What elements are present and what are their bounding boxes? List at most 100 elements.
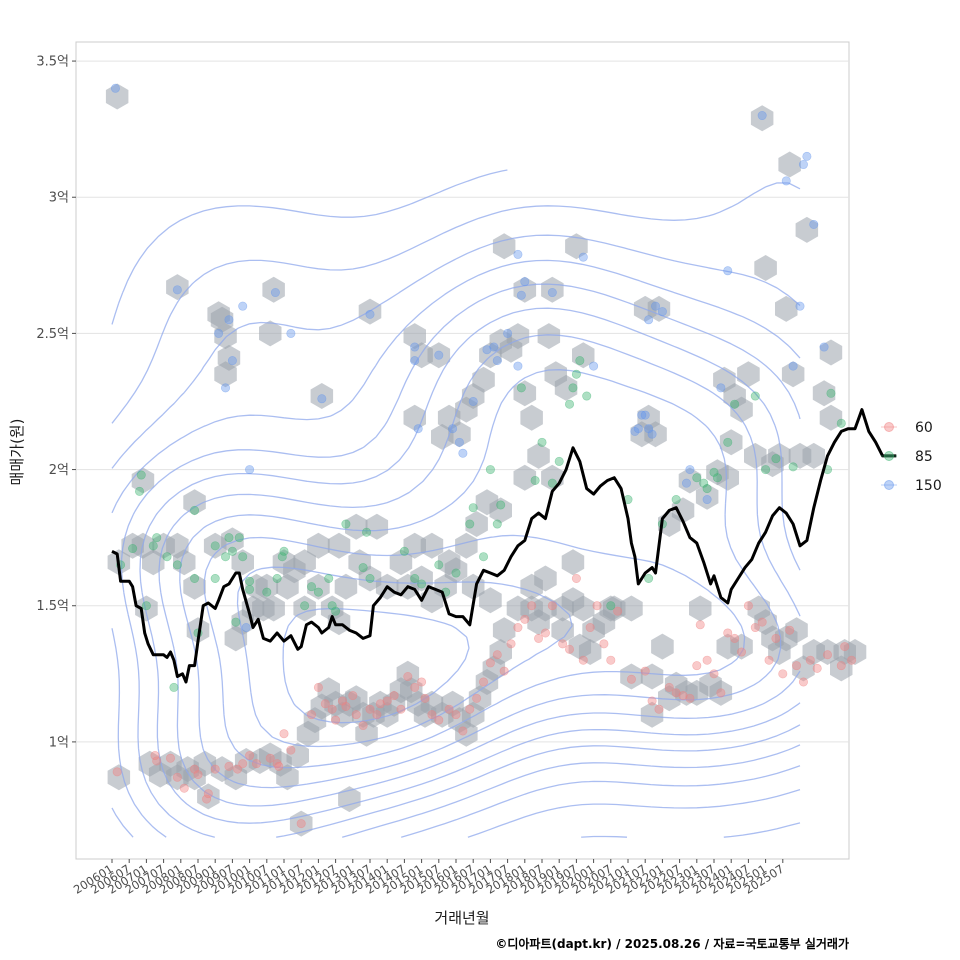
data-point-60 (458, 726, 468, 736)
data-point-85 (761, 465, 771, 475)
hexbin-cell (479, 587, 502, 614)
data-point-60 (251, 759, 261, 769)
hexbin-cell (410, 565, 433, 592)
data-point-60 (506, 639, 516, 649)
hexbin-cell (492, 233, 516, 260)
density-contour (282, 607, 470, 724)
data-point-60 (547, 601, 557, 611)
data-point-150 (633, 424, 643, 434)
y-tick-label: 2억 (49, 463, 69, 478)
data-point-85 (451, 568, 461, 578)
x-axis-ticks: 2006012006072007012007072008012008072009… (71, 859, 786, 897)
data-point-150 (410, 356, 420, 366)
data-point-60 (671, 688, 681, 698)
data-point-85 (606, 601, 616, 611)
data-point-60 (327, 704, 337, 714)
hexbin-cell (781, 361, 805, 388)
data-point-150 (795, 301, 805, 311)
data-point-85 (327, 601, 337, 611)
hexbin-cell (307, 573, 330, 600)
data-point-60 (444, 704, 454, 714)
data-point-85 (221, 552, 231, 562)
hexbin-cell (795, 216, 819, 243)
data-point-150 (757, 111, 767, 121)
data-point-85 (788, 462, 798, 472)
legend-label-150: 150 (915, 478, 942, 494)
hexbin-cell (448, 421, 471, 448)
data-point-60 (743, 601, 753, 611)
data-point-60 (812, 663, 822, 673)
hexbin-cell (730, 633, 753, 660)
data-point-150 (798, 160, 808, 170)
data-point-60 (492, 650, 502, 660)
data-point-60 (534, 633, 544, 643)
data-point-150 (716, 383, 726, 393)
data-point-85 (530, 475, 540, 485)
data-point-150 (410, 342, 420, 352)
data-point-85 (238, 552, 248, 562)
hexbin-cell (640, 701, 664, 728)
data-point-150 (492, 356, 502, 366)
data-point-85 (836, 418, 846, 428)
hexbin-cell (455, 532, 478, 559)
data-point-85 (136, 470, 146, 480)
hexbin-cell (843, 639, 867, 665)
data-point-150 (245, 465, 255, 475)
hexbin-cell (121, 532, 144, 559)
legend: 60 85 150 (881, 420, 942, 494)
data-point-150 (413, 424, 423, 434)
y-tick-label: 1.5억 (36, 599, 69, 614)
data-point-85 (362, 527, 372, 537)
hexbin-cell (475, 489, 499, 516)
data-point-85 (190, 573, 200, 583)
data-point-85 (234, 533, 244, 543)
data-point-85 (277, 552, 287, 562)
density-contour (111, 169, 801, 838)
hexbin-cell (183, 489, 206, 516)
data-point-60 (348, 691, 358, 701)
data-point-60 (238, 759, 248, 769)
data-point-60 (540, 628, 550, 638)
data-point-85 (128, 544, 138, 554)
hexbin-cell (431, 423, 454, 450)
data-point-150 (172, 285, 182, 295)
hexbin-cell (527, 442, 550, 469)
data-point-60 (465, 704, 475, 714)
hexbin-cell (620, 663, 643, 690)
data-point-150 (110, 83, 120, 93)
data-point-85 (568, 383, 578, 393)
hexbin-cell (775, 295, 798, 322)
hexbin-cell (778, 151, 801, 178)
data-point-150 (640, 410, 650, 420)
data-point-85 (434, 560, 444, 570)
data-point-85 (135, 486, 145, 496)
data-point-85 (709, 467, 719, 477)
hexbin-cell (537, 323, 561, 350)
data-point-85 (468, 503, 478, 513)
data-point-60 (695, 620, 705, 630)
data-point-60 (331, 715, 341, 725)
x-axis-title: 거래년월 (434, 909, 489, 927)
data-point-85 (341, 519, 351, 529)
hexbin-cell (513, 276, 537, 303)
data-point-60 (716, 688, 726, 698)
hexbin-cell (513, 380, 537, 407)
data-point-85 (279, 546, 289, 556)
hexbin-cell (554, 374, 578, 401)
data-point-85 (227, 546, 237, 556)
hexbin-cell (527, 609, 550, 636)
hexbin-cell (644, 421, 667, 448)
data-point-85 (547, 478, 557, 488)
data-point-150 (547, 288, 557, 298)
data-point-60 (202, 794, 212, 804)
data-point-60 (599, 639, 609, 649)
data-point-150 (802, 151, 812, 161)
data-point-150 (238, 301, 248, 311)
data-point-150 (578, 252, 588, 262)
data-point-85 (492, 519, 502, 529)
data-point-85 (313, 587, 323, 597)
hexbin-cell (231, 549, 254, 576)
hexbin-cell (186, 617, 210, 644)
data-point-60 (296, 819, 306, 829)
